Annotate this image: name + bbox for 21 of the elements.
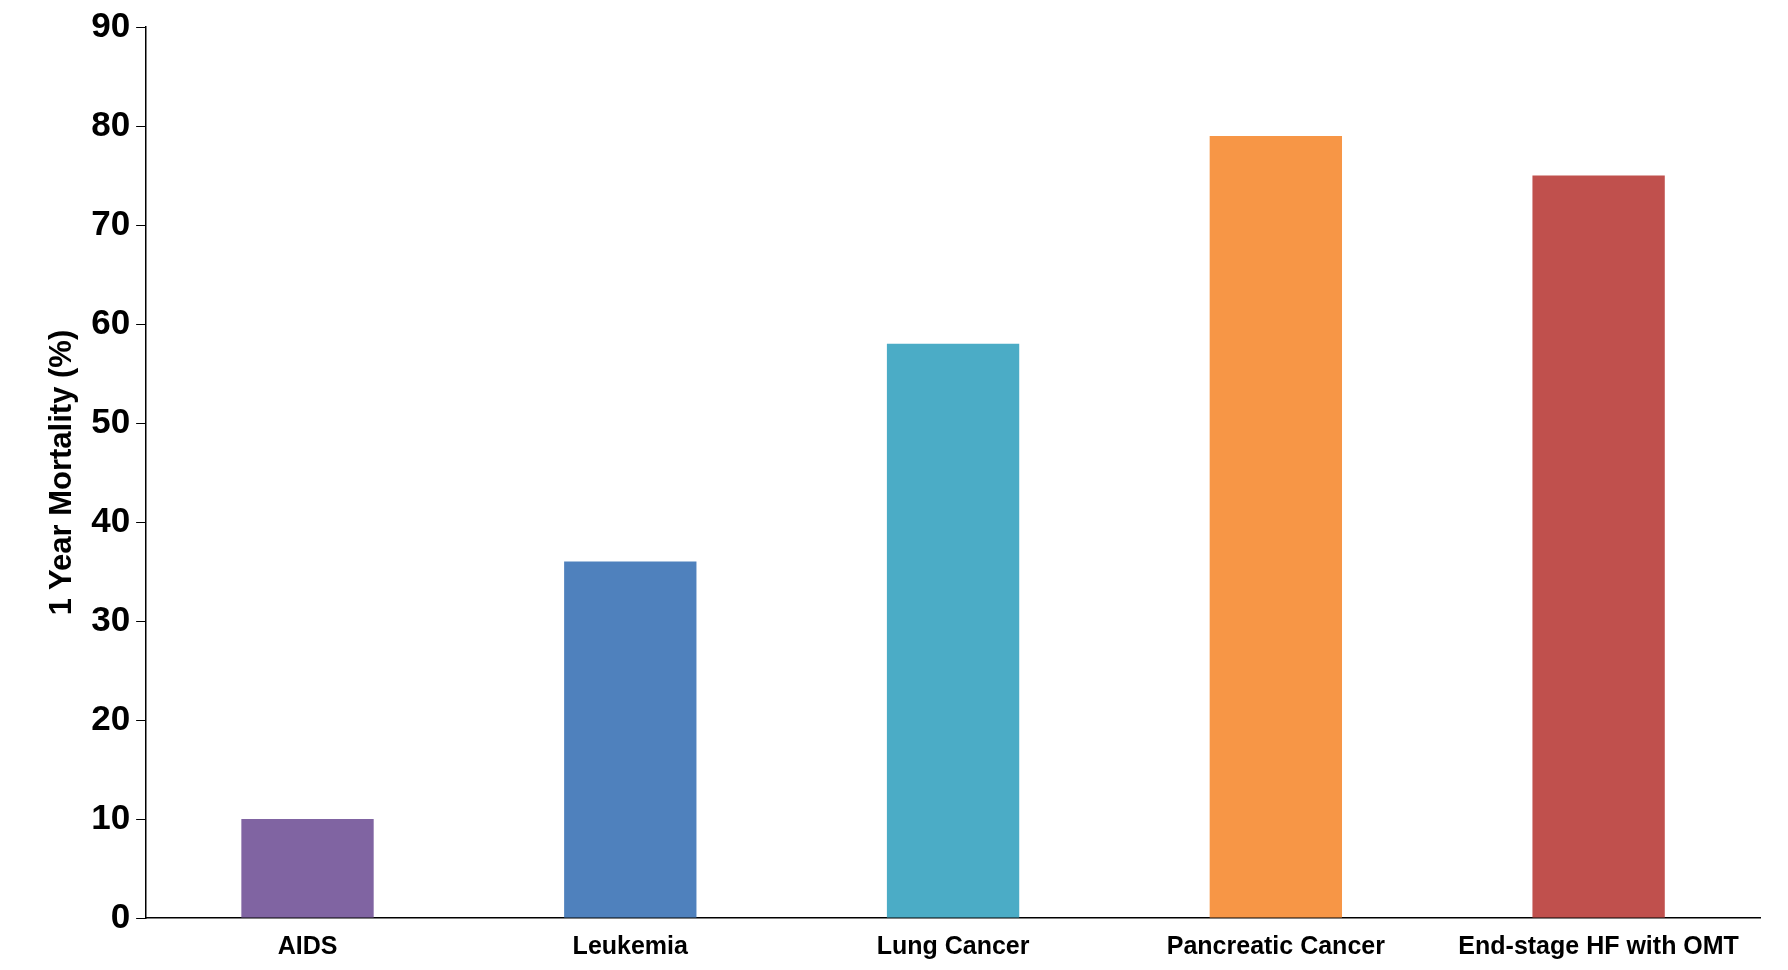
bar	[886, 343, 1020, 918]
x-tick-label: AIDS	[277, 930, 338, 959]
y-tick-label: 90	[91, 4, 131, 44]
x-tick-label: Pancreatic Cancer	[1166, 930, 1386, 959]
y-tick-label: 50	[91, 400, 131, 440]
y-tick-label: 60	[91, 301, 131, 341]
y-tick-label: 40	[91, 499, 131, 539]
x-tick-label: Leukemia	[572, 930, 690, 959]
y-tick-label: 30	[91, 598, 131, 638]
bar	[564, 561, 697, 918]
y-tick-label: 0	[110, 895, 131, 935]
y-tick-label: 80	[91, 103, 131, 143]
y-tick-label: 70	[91, 202, 131, 242]
y-axis-title: 1 Year Mortality (%)	[43, 329, 79, 616]
bar	[241, 819, 374, 918]
y-tick-label: 20	[91, 697, 131, 737]
bar	[1209, 135, 1343, 918]
x-tick-label: End-stage HF with OMT	[1458, 930, 1739, 959]
y-tick-label: 10	[91, 796, 131, 836]
bar	[1532, 175, 1665, 918]
x-tick-label: Lung Cancer	[876, 930, 1030, 959]
